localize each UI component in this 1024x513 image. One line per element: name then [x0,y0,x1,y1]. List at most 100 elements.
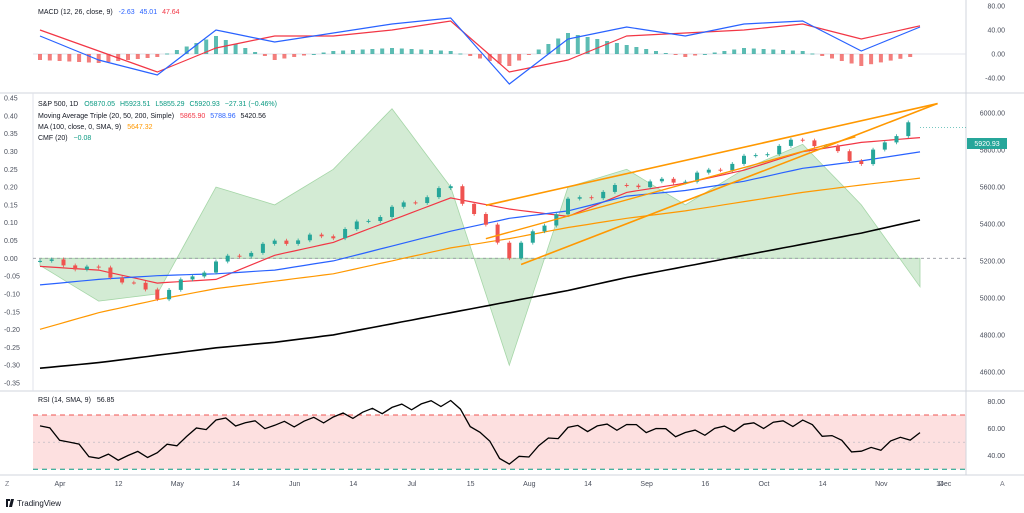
macd-histogram-bar [585,37,590,54]
macd-histogram-bar [135,54,140,59]
macd-histogram-bar [350,50,355,54]
x-axis-tick: Apr [55,481,67,488]
candle-body [425,197,430,203]
macd-histogram-bar [409,49,414,54]
macd-histogram-bar [644,49,649,54]
cmf-axis-tick: -0.20 [4,327,20,334]
settings-a-icon[interactable]: A [1000,481,1005,488]
macd-histogram-bar [106,54,111,62]
candle-body [730,163,735,171]
macd-histogram-bar [683,54,688,57]
macd-histogram-bar [223,40,228,54]
brand-label: TradingView [17,499,61,508]
x-axis-tick: Nov [875,481,888,488]
cmf-axis-tick: 0.15 [4,202,18,209]
rsi-pane [33,399,966,470]
price-axis-tick: 5600.00 [980,184,1005,191]
trendline-upper [485,102,938,207]
macd-histogram-bar [654,51,658,54]
candle-body [577,197,582,199]
macd-histogram-bar [878,54,883,63]
candle-body [84,266,89,270]
macd-histogram-bar [859,54,864,66]
ma-line-ma20 [39,137,921,284]
candle-body [143,282,148,290]
candle-body [38,260,42,262]
candle-body [765,154,770,156]
cmf-axis-tick: 0.05 [4,238,18,245]
candle-body [835,145,840,152]
macd-histogram-bar [77,54,82,62]
cmf-axis-tick: 0.30 [4,149,18,156]
macd-histogram-bar [634,47,639,54]
macd-histogram-bar [908,54,913,57]
candle-body [401,202,406,207]
macd-histogram-bar [145,54,150,58]
price-axis-tick: 4600.00 [980,369,1005,376]
candle-body [307,234,312,241]
cmf-axis-tick: 0.35 [4,131,18,138]
price-axis-tick: 6000.00 [980,110,1005,117]
rsi-axis-tick: 80.00 [987,399,1005,406]
candle-body [366,220,371,222]
candle-body [296,240,301,244]
x-axis-tick: 14 [936,481,944,488]
candle-body [108,267,113,278]
signal-value: 45.01 [140,9,158,16]
macd-histogram-bar [253,52,258,54]
candle-body [788,139,793,146]
trendline-mid [485,136,856,240]
candle-body [225,255,230,262]
candle-body [648,181,653,188]
candle-body [753,155,758,157]
candle-body [378,217,383,221]
candle-body [683,181,688,183]
macd-histogram-bar [663,53,668,54]
candle-body [495,224,500,243]
macd-histogram-bar [429,50,434,54]
x-axis-tick: Aug [523,481,536,488]
candle-body [695,172,700,182]
cmf-axis-tick: 0.00 [4,256,18,263]
cmf-axis-tick: -0.25 [4,345,20,352]
candle-body [319,234,324,237]
zoom-z-icon[interactable]: Z [5,481,10,488]
candle-body [390,206,394,217]
macd-histogram-bar [742,48,746,54]
macd-histogram-bar [262,54,267,56]
mat-legend: Moving Average Triple (20, 50, 200, Simp… [38,113,266,120]
macd-histogram-bar [214,36,218,54]
rsi-axis-tick: 60.00 [987,426,1005,433]
macd-line [39,17,921,85]
macd-histogram-bar [390,48,394,54]
macd-histogram-bar [243,48,248,54]
macd-axis-tick: 0.00 [991,52,1005,59]
candle-body [260,243,265,253]
price-badge: 5920.93 [974,141,999,148]
macd-axis-tick: 40.00 [987,28,1005,35]
candle-body [436,188,441,198]
macd-histogram-bar [282,54,287,59]
candle-body [49,259,54,261]
cmf-axis-tick: 0.40 [4,113,18,120]
x-axis-tick: 15 [467,481,475,488]
macd-histogram-bar [292,54,297,57]
rsi-axis-tick: 40.00 [987,453,1005,460]
ma-line-ma100 [39,177,921,330]
macd-histogram-bar [478,54,482,59]
cmf-axis-tick: -0.05 [4,274,20,281]
candle-body [167,289,172,300]
macd-histogram-bar [575,35,580,54]
macd-histogram-bar [614,43,619,54]
candle-body [284,240,289,244]
cmf-axis-tick: -0.15 [4,309,20,316]
macd-histogram-bar [448,51,453,54]
macd-histogram-bar [86,54,91,63]
candle-body [659,178,664,182]
macd-histogram-bar [761,49,766,54]
price-axis-tick: 5000.00 [980,295,1005,302]
candle-body [472,203,477,214]
x-axis-tick: Sep [640,481,653,488]
candle-body [589,197,594,199]
price-pane [38,102,966,369]
